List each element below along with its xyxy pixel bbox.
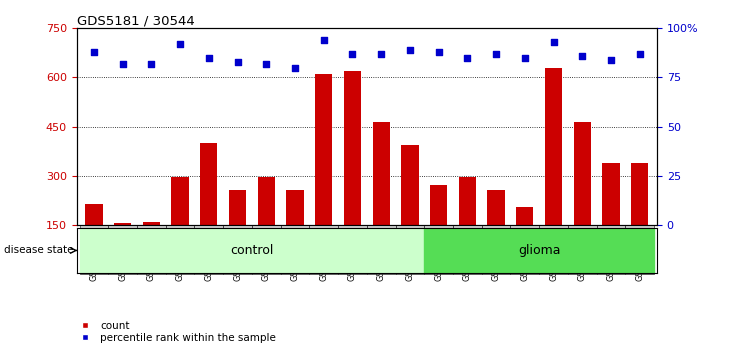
Bar: [631, 162, 648, 274]
Bar: [574, 122, 591, 274]
Bar: [172, 177, 188, 274]
Text: control: control: [230, 244, 274, 257]
Point: [88, 49, 100, 55]
Point: [203, 55, 215, 61]
Bar: [286, 190, 304, 274]
Bar: [402, 144, 418, 274]
Point: [519, 55, 531, 61]
Bar: [223, 225, 252, 274]
Point: [548, 39, 559, 45]
Point: [491, 51, 502, 57]
Point: [231, 59, 243, 64]
Bar: [568, 225, 596, 274]
Bar: [516, 207, 534, 274]
Bar: [510, 225, 539, 274]
Text: glioma: glioma: [518, 244, 561, 257]
Bar: [166, 225, 194, 274]
Bar: [396, 225, 424, 274]
Bar: [430, 185, 447, 274]
Bar: [252, 225, 280, 274]
Bar: [458, 177, 476, 274]
Point: [117, 61, 128, 67]
Point: [289, 65, 301, 70]
Bar: [453, 225, 482, 274]
Bar: [482, 225, 510, 274]
Bar: [366, 225, 396, 274]
Bar: [344, 71, 361, 274]
Bar: [80, 225, 108, 274]
Point: [145, 61, 157, 67]
Bar: [108, 225, 137, 274]
Bar: [315, 74, 332, 274]
Bar: [488, 190, 504, 274]
Text: GDS5181 / 30544: GDS5181 / 30544: [77, 14, 194, 27]
Legend: count, percentile rank within the sample: count, percentile rank within the sample: [71, 316, 280, 347]
Text: disease state: disease state: [4, 245, 73, 256]
Bar: [545, 68, 562, 274]
Bar: [424, 225, 453, 274]
Point: [634, 51, 645, 57]
Point: [461, 55, 473, 61]
Point: [318, 37, 329, 43]
Bar: [114, 223, 131, 274]
Bar: [626, 225, 654, 274]
Bar: [85, 204, 102, 274]
Bar: [137, 225, 166, 274]
Bar: [143, 222, 160, 274]
Bar: [80, 228, 424, 273]
Bar: [194, 225, 223, 274]
Point: [347, 51, 358, 57]
Point: [261, 61, 272, 67]
Point: [433, 49, 445, 55]
Bar: [338, 225, 366, 274]
Point: [605, 57, 617, 63]
Bar: [229, 190, 246, 274]
Point: [404, 47, 416, 53]
Point: [375, 51, 387, 57]
Bar: [602, 162, 620, 274]
Bar: [372, 122, 390, 274]
Point: [174, 41, 186, 47]
Point: [577, 53, 588, 59]
Bar: [424, 228, 654, 273]
Bar: [280, 225, 310, 274]
Bar: [200, 143, 218, 274]
Bar: [539, 225, 568, 274]
Bar: [596, 225, 626, 274]
Bar: [258, 177, 275, 274]
Bar: [310, 225, 338, 274]
